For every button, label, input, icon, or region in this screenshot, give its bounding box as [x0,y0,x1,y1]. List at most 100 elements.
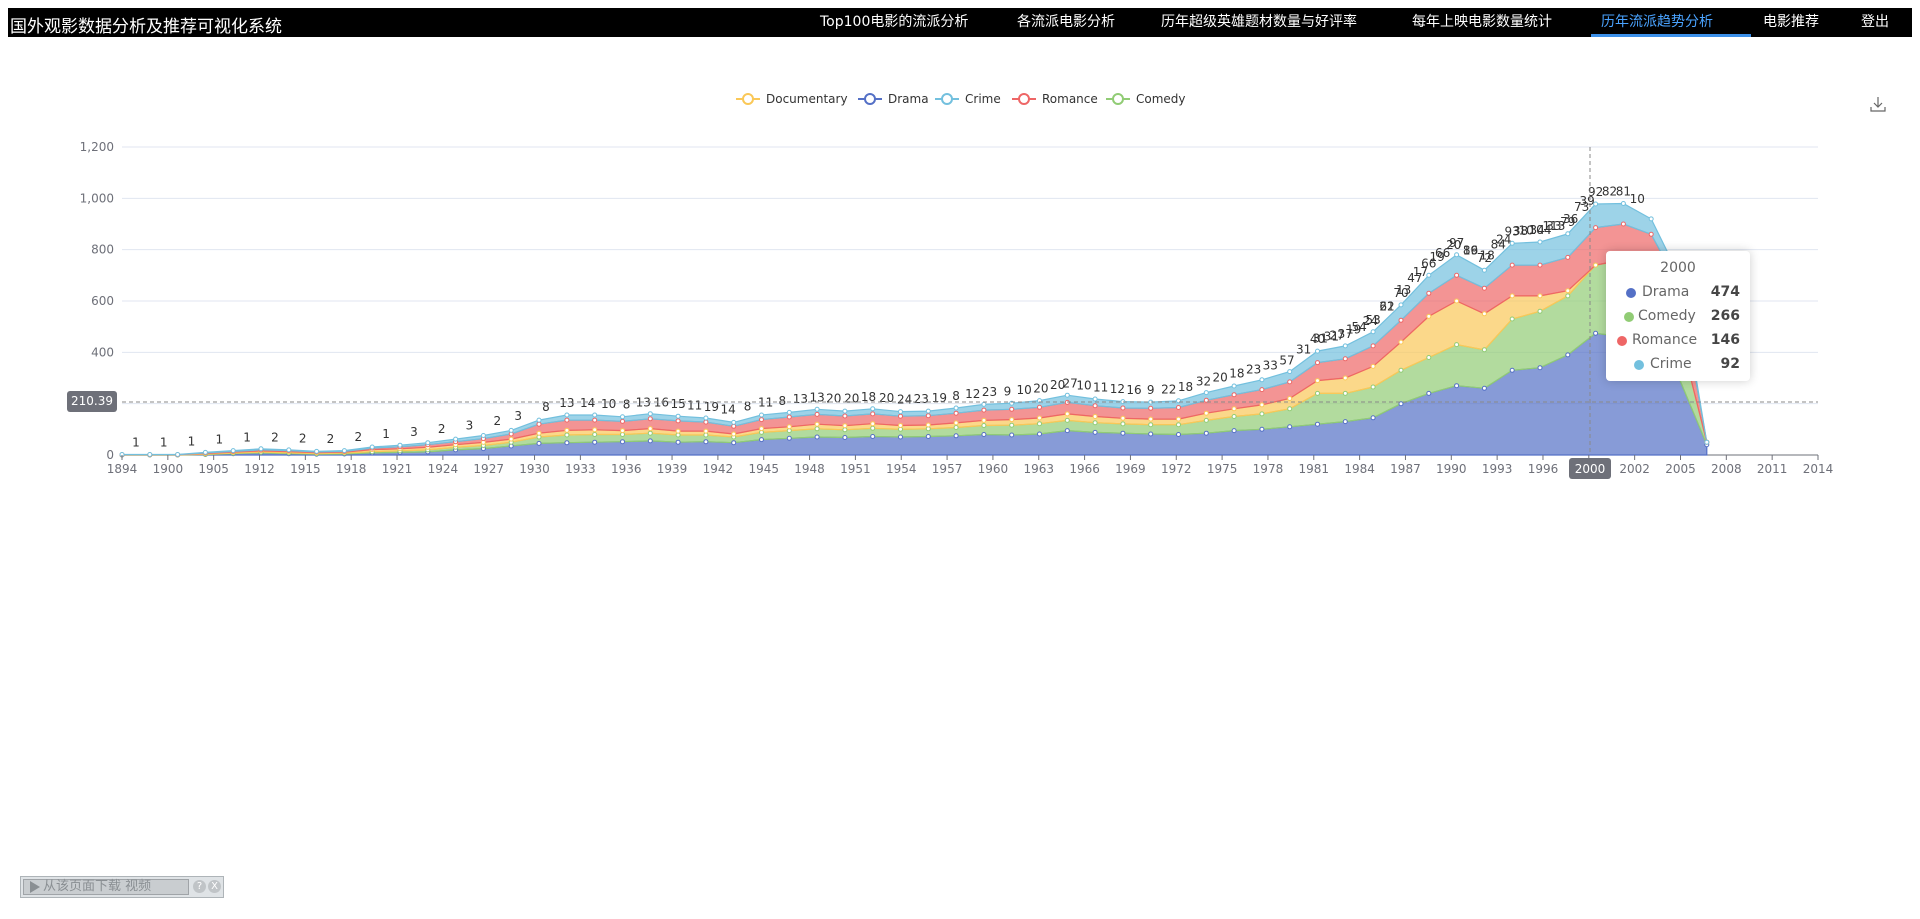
point-drama [1203,430,1209,436]
point-documentary [1315,378,1320,384]
point-documentary [1231,406,1237,412]
x-tick-label: 1990 [1436,462,1467,476]
nav-logout[interactable]: 登出 [1861,14,1889,30]
point-crime [314,448,320,454]
data-label: 82 [1602,185,1617,199]
data-label: 66 [1435,246,1450,260]
x-tick-label: 1942 [703,462,734,476]
point-documentary [898,423,903,428]
chart-legend[interactable]: Documentary Drama Crime Romance Comedy [736,92,1186,106]
data-label: 24 [1363,314,1378,328]
data-label: 81 [1616,185,1631,199]
video-download-bar: 从该页面下载 视频 ? X [20,876,224,898]
point-documentary [981,417,987,423]
x-tick-label: 1924 [428,462,459,476]
help-icon[interactable]: ? [193,880,206,893]
point-comedy [1064,417,1070,423]
point-romance [1315,360,1320,366]
crime-dot-icon [1634,360,1644,370]
legend-marker-crime-icon [941,93,953,105]
point-romance [1398,317,1404,323]
point-crime [703,415,709,421]
x-tick-label: 1951 [840,462,871,476]
point-drama [814,434,820,440]
data-label: 1 [243,431,251,445]
point-crime [1203,390,1209,396]
data-label: 33 [1263,358,1278,372]
point-drama [786,435,792,441]
data-label: 79 [1560,215,1575,229]
close-icon[interactable]: X [208,880,221,893]
legend-label-romance: Romance [1042,92,1098,106]
nav-movie-recommendation[interactable]: 电影推荐 [1763,14,1819,30]
nav-genre-trend-analysis[interactable]: 历年流派趋势分析 [1601,14,1713,30]
data-label: 2 [354,430,362,444]
x-tick-label: 1930 [519,462,550,476]
point-comedy [842,427,848,433]
data-label: 11 [1093,381,1108,395]
tooltip-row: Crime 92 [1606,355,1750,375]
point-crime [230,448,236,454]
point-crime [842,408,848,414]
point-crime [1704,439,1710,445]
x-tick-label: 1981 [1299,462,1330,476]
data-label: 93 [1505,224,1520,238]
point-drama [647,438,653,444]
download-video-button[interactable]: 从该页面下载 视频 [23,879,189,895]
point-comedy [1398,367,1404,373]
point-crime [898,409,903,415]
x-tick-label: 1939 [657,462,688,476]
point-crime [175,452,181,457]
data-label: 11 [687,398,702,412]
point-drama [731,440,737,446]
download-icon[interactable] [1868,94,1888,114]
point-drama [1481,385,1487,391]
data-label: 2 [438,422,446,436]
nav-superhero-analysis[interactable]: 历年超级英雄题材数量与好评率 [1161,14,1357,30]
legend-label-documentary: Documentary [766,92,848,106]
pointer-y-label: 210.39 [71,394,113,408]
tooltip-series-value: 92 [1720,356,1740,372]
point-documentary [870,421,876,427]
point-crime [925,408,931,414]
tooltip-series-name: Romance [1632,332,1698,348]
point-documentary [1481,311,1487,317]
point-crime [647,411,653,417]
point-drama [1370,415,1376,421]
data-label: 37 [1338,327,1353,341]
data-label: 23 [1246,363,1261,377]
point-comedy [1176,422,1181,428]
data-label: 32 [1196,375,1211,389]
point-romance [759,417,764,423]
point-documentary [703,428,709,434]
point-comedy [814,426,820,432]
x-tick-label: 1978 [1253,462,1284,476]
tooltip-series-name: Drama [1642,284,1690,300]
point-crime [1509,240,1515,246]
point-comedy [647,430,653,436]
nav-genre-analysis[interactable]: 各流派电影分析 [1017,14,1115,30]
point-drama [1176,432,1181,437]
data-label: 72 [1477,251,1492,265]
data-label: 2 [493,414,501,428]
data-label: 8 [542,400,550,414]
nav-top100-genre-analysis[interactable]: Top100电影的流派分析 [820,14,969,30]
point-drama [1509,367,1515,373]
data-label: 13 [559,396,574,410]
point-romance [1620,221,1626,227]
point-romance [981,407,987,413]
data-label: 31 [1296,342,1311,356]
point-crime [286,447,292,453]
point-crime [1620,201,1626,206]
nav-yearly-movie-count[interactable]: 每年上映电影数量统计 [1412,14,1552,30]
data-label: 20 [1033,381,1048,395]
data-label: 36 [1563,212,1578,226]
data-label: 20 [1213,370,1228,384]
data-label: 1 [188,435,196,449]
comedy-dot-icon [1624,312,1634,322]
pointer-x-label: 2000 [1575,462,1606,476]
x-tick-label: 1963 [1023,462,1054,476]
point-drama [1231,428,1237,434]
point-romance [1537,262,1543,268]
